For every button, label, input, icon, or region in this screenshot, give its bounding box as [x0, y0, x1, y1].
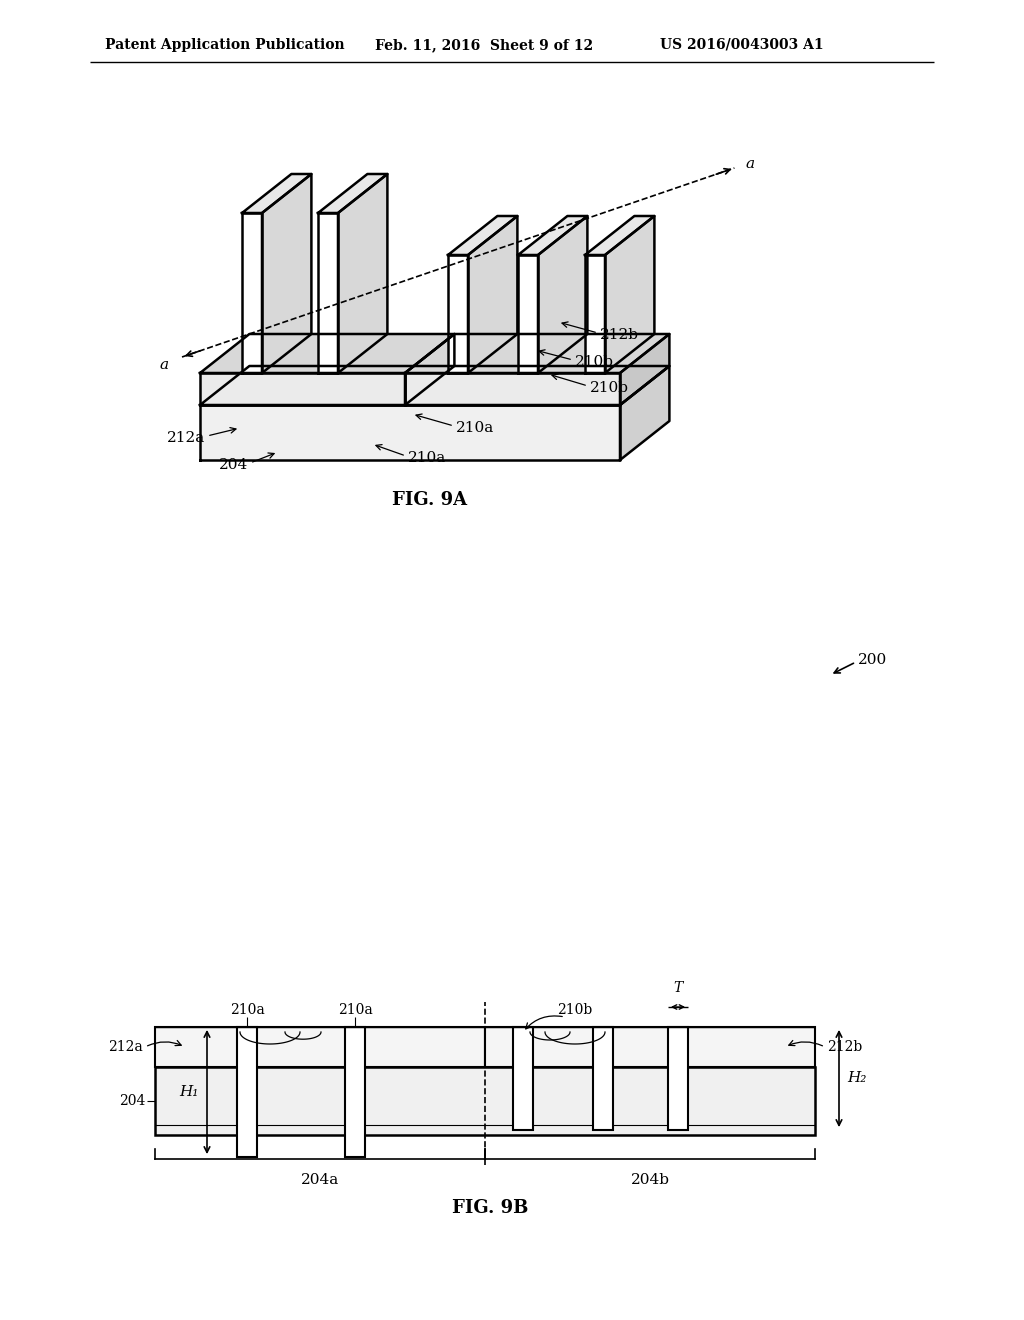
Polygon shape — [605, 216, 654, 374]
Polygon shape — [620, 366, 670, 459]
Text: 212a: 212a — [109, 1040, 143, 1053]
Polygon shape — [200, 405, 620, 459]
Text: 204b: 204b — [631, 1173, 670, 1187]
Text: 210a: 210a — [408, 451, 446, 465]
Text: FIG. 9B: FIG. 9B — [452, 1199, 528, 1217]
Polygon shape — [318, 213, 338, 374]
Text: a: a — [745, 157, 755, 172]
Text: 212b: 212b — [600, 327, 639, 342]
Polygon shape — [406, 374, 620, 405]
Text: US 2016/0043003 A1: US 2016/0043003 A1 — [660, 38, 823, 51]
Text: 204: 204 — [119, 1094, 145, 1107]
Polygon shape — [406, 334, 670, 374]
Text: 210b: 210b — [590, 381, 629, 395]
Polygon shape — [585, 255, 605, 374]
Text: 212a: 212a — [167, 432, 205, 445]
Bar — [237, 1027, 257, 1158]
Polygon shape — [242, 174, 311, 213]
Polygon shape — [468, 216, 517, 374]
Polygon shape — [318, 174, 387, 213]
Polygon shape — [449, 255, 468, 374]
Text: Feb. 11, 2016  Sheet 9 of 12: Feb. 11, 2016 Sheet 9 of 12 — [375, 38, 593, 51]
Bar — [345, 1027, 365, 1158]
Polygon shape — [200, 374, 406, 405]
Polygon shape — [242, 213, 262, 374]
Polygon shape — [262, 174, 311, 374]
Text: H₂: H₂ — [847, 1072, 866, 1085]
Polygon shape — [338, 174, 387, 374]
Text: H₁: H₁ — [179, 1085, 199, 1100]
Polygon shape — [518, 216, 588, 255]
Polygon shape — [449, 216, 517, 255]
Text: 210a: 210a — [456, 421, 495, 436]
Polygon shape — [200, 366, 670, 405]
Text: 210b: 210b — [557, 1003, 593, 1016]
Bar — [593, 1027, 613, 1130]
Text: 210a: 210a — [229, 1003, 264, 1016]
Text: 210b: 210b — [575, 355, 614, 370]
Polygon shape — [620, 334, 670, 405]
Bar — [485, 1027, 815, 1067]
Text: 200: 200 — [858, 653, 887, 667]
Polygon shape — [538, 216, 588, 374]
Text: T: T — [674, 981, 683, 995]
Polygon shape — [585, 216, 654, 255]
Text: Patent Application Publication: Patent Application Publication — [105, 38, 345, 51]
Text: 204a: 204a — [301, 1173, 339, 1187]
Text: FIG. 9A: FIG. 9A — [392, 491, 468, 510]
Polygon shape — [518, 255, 538, 374]
Bar — [155, 1027, 485, 1067]
Text: 212b: 212b — [827, 1040, 862, 1053]
Polygon shape — [200, 334, 455, 374]
Polygon shape — [406, 334, 455, 405]
Text: a: a — [160, 358, 169, 372]
Bar — [155, 1067, 815, 1135]
Bar — [513, 1027, 534, 1130]
Text: 204: 204 — [219, 458, 248, 473]
Bar — [668, 1027, 688, 1130]
Text: 210a: 210a — [338, 1003, 373, 1016]
